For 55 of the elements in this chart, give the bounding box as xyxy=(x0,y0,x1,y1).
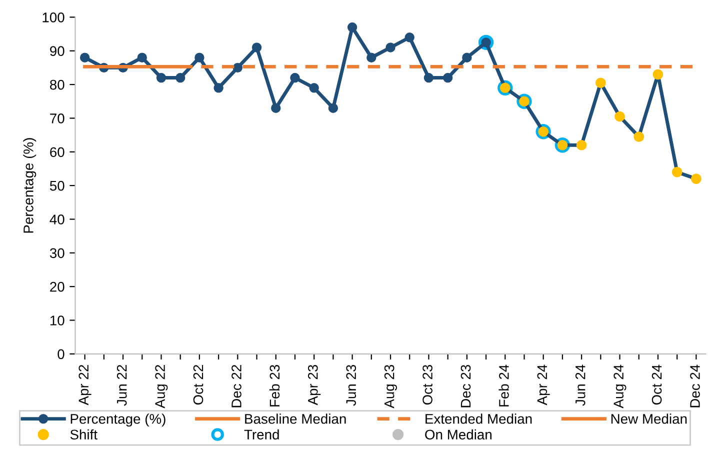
y-tick-label: 100 xyxy=(42,12,64,22)
point xyxy=(328,103,338,113)
point xyxy=(442,72,453,83)
x-tick-label: Dec 23 xyxy=(460,364,471,408)
x-tick-label: Oct 22 xyxy=(193,365,204,405)
x-tick-label: Jun 24 xyxy=(575,364,586,406)
legend-label: Percentage (%) xyxy=(70,414,166,427)
x-tick-label: Jun 22 xyxy=(116,365,127,406)
x-tick-label: Oct 23 xyxy=(422,364,432,405)
y-tick-label: 80 xyxy=(50,80,64,90)
legend-label: Baseline Median xyxy=(245,414,346,424)
x-tick-label: Aug 24 xyxy=(614,364,626,408)
y-tick-label: 40 xyxy=(50,214,64,224)
legend-label: Trend xyxy=(244,429,279,440)
point xyxy=(137,52,147,62)
point xyxy=(271,103,281,113)
point xyxy=(347,22,358,32)
point xyxy=(309,83,319,93)
point xyxy=(290,72,300,83)
y-tick-label: 20 xyxy=(50,282,64,292)
x-tick-label: Oct 24 xyxy=(652,364,662,405)
x-tick-label: Apr 22 xyxy=(78,365,92,406)
x-tick-label: Feb 24 xyxy=(498,364,509,406)
point xyxy=(404,32,414,42)
point xyxy=(214,83,224,93)
y-tick-label: 0 xyxy=(58,349,64,360)
x-tick-label: Feb 23 xyxy=(269,364,280,406)
y-axis-title: Percentage (%) xyxy=(23,138,36,233)
legend-label: Extended Median xyxy=(426,414,532,424)
x-tick-label: Apr 24 xyxy=(537,364,550,406)
legend-label: New Median xyxy=(611,414,687,424)
point xyxy=(424,72,434,83)
legend-label: On Median xyxy=(425,429,492,440)
x-tick-label: Aug 23 xyxy=(384,364,397,408)
x-tick-label: Apr 23 xyxy=(308,364,321,406)
x-tick-label: Aug 22 xyxy=(155,365,168,408)
x-tick-label: Jun 23 xyxy=(346,364,356,406)
legend-label: Shift xyxy=(70,429,98,440)
y-tick-label: 30 xyxy=(50,248,64,258)
y-tick-label: 90 xyxy=(50,46,64,56)
point xyxy=(156,72,166,83)
point xyxy=(252,42,262,52)
y-tick-label: 50 xyxy=(50,180,64,191)
y-tick-label: 70 xyxy=(50,114,64,124)
point xyxy=(80,52,90,62)
point xyxy=(386,42,396,52)
point xyxy=(232,62,243,73)
y-tick-label: 10 xyxy=(50,316,64,326)
point xyxy=(175,72,186,83)
point xyxy=(366,52,376,62)
point xyxy=(194,52,204,62)
x-tick-label: Dec 22 xyxy=(232,365,242,408)
point xyxy=(462,52,472,62)
x-tick-label: Dec 24 xyxy=(690,364,700,408)
y-tick-label: 60 xyxy=(50,147,64,158)
